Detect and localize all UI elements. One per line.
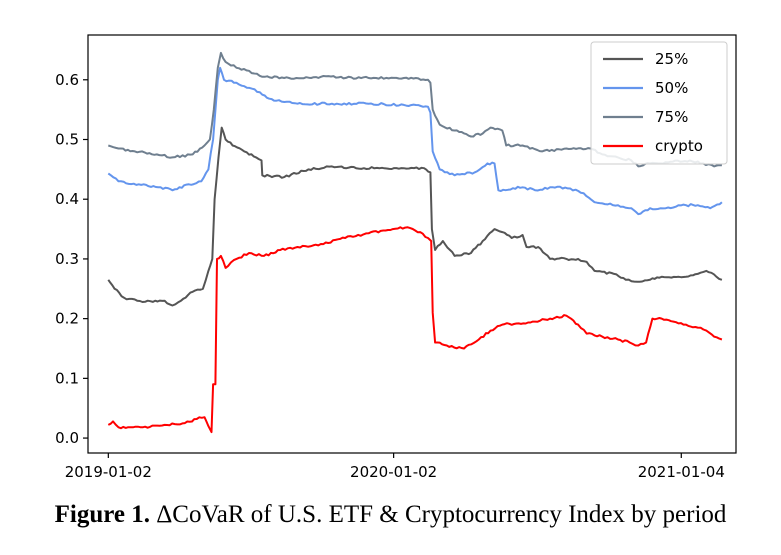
axis-ticks: 0.0 0.1 0.2 0.3 0.4 0.5 0.6 2019-01-02 2020-01-0…	[55, 71, 725, 481]
legend-label: 75%	[655, 108, 688, 126]
legend-label: 50%	[655, 79, 688, 97]
caption-label: Figure 1.	[54, 501, 150, 528]
series-line-50	[107, 66, 723, 216]
plot-frame	[87, 34, 737, 454]
series-line-crypto	[107, 226, 723, 434]
y-tick-label: 0.0	[55, 429, 79, 447]
y-tick-label: 0.5	[55, 131, 79, 149]
caption-text: ΔCoVaR of U.S. ETF & Cryptocurrency Inde…	[156, 501, 727, 528]
series-lines	[107, 51, 723, 434]
y-tick-label: 0.3	[55, 250, 79, 268]
legend-label: 25%	[655, 50, 688, 68]
x-tick-label: 2019-01-02	[65, 463, 152, 481]
y-tick-label: 0.2	[55, 310, 79, 328]
figure-caption: Figure 1. ΔCoVaR of U.S. ETF & Cryptocur…	[0, 501, 781, 529]
legend-box	[590, 41, 728, 165]
legend-label: crypto	[655, 137, 703, 155]
series-line-25	[107, 126, 723, 307]
x-tick-label: 2020-01-02	[350, 463, 437, 481]
legend: 25% 50% 75% crypto	[590, 41, 728, 165]
y-tick-label: 0.1	[55, 369, 79, 387]
line-chart: 0.0 0.1 0.2 0.3 0.4 0.5 0.6 2019-01-02 2020-01-0…	[55, 34, 737, 481]
y-tick-label: 0.6	[55, 71, 79, 89]
y-tick-label: 0.4	[55, 190, 79, 208]
x-tick-label: 2021-01-04	[638, 463, 725, 481]
